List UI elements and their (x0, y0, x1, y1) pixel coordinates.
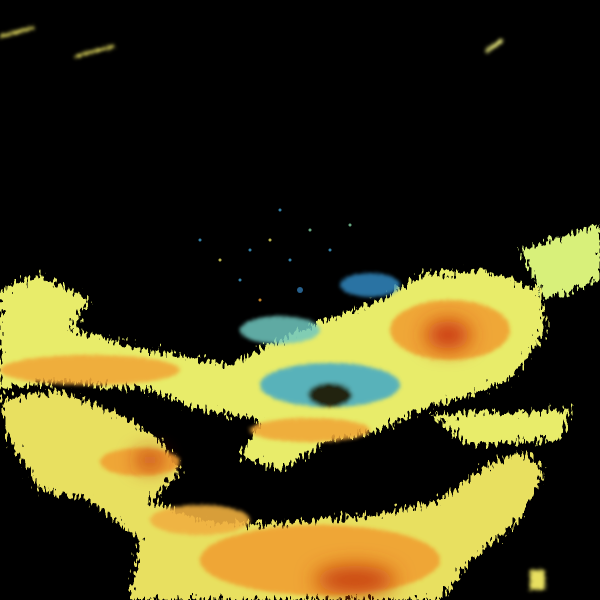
speck (218, 258, 222, 262)
speck (198, 238, 202, 242)
cell (340, 273, 400, 297)
streak (484, 38, 504, 54)
speck (328, 248, 332, 252)
cell (240, 316, 320, 344)
precip-red (136, 321, 470, 594)
core (315, 566, 395, 594)
streak (0, 25, 35, 38)
speck (278, 208, 282, 212)
east-band (520, 225, 600, 300)
streaks (0, 25, 545, 590)
core (426, 321, 470, 349)
precip-blue (240, 273, 400, 407)
speck (297, 287, 303, 293)
cell (0, 355, 180, 385)
cell (250, 418, 370, 442)
clutter (198, 208, 352, 302)
core (136, 452, 164, 468)
east-cell (430, 410, 570, 445)
speck (268, 238, 272, 242)
speck (308, 228, 312, 232)
streak (75, 44, 115, 58)
speck (288, 258, 292, 262)
cell (150, 505, 250, 535)
streak (530, 570, 545, 590)
speck (348, 223, 352, 227)
speck (248, 248, 252, 252)
speck (238, 278, 242, 282)
speck (258, 298, 262, 302)
gap (308, 383, 352, 407)
